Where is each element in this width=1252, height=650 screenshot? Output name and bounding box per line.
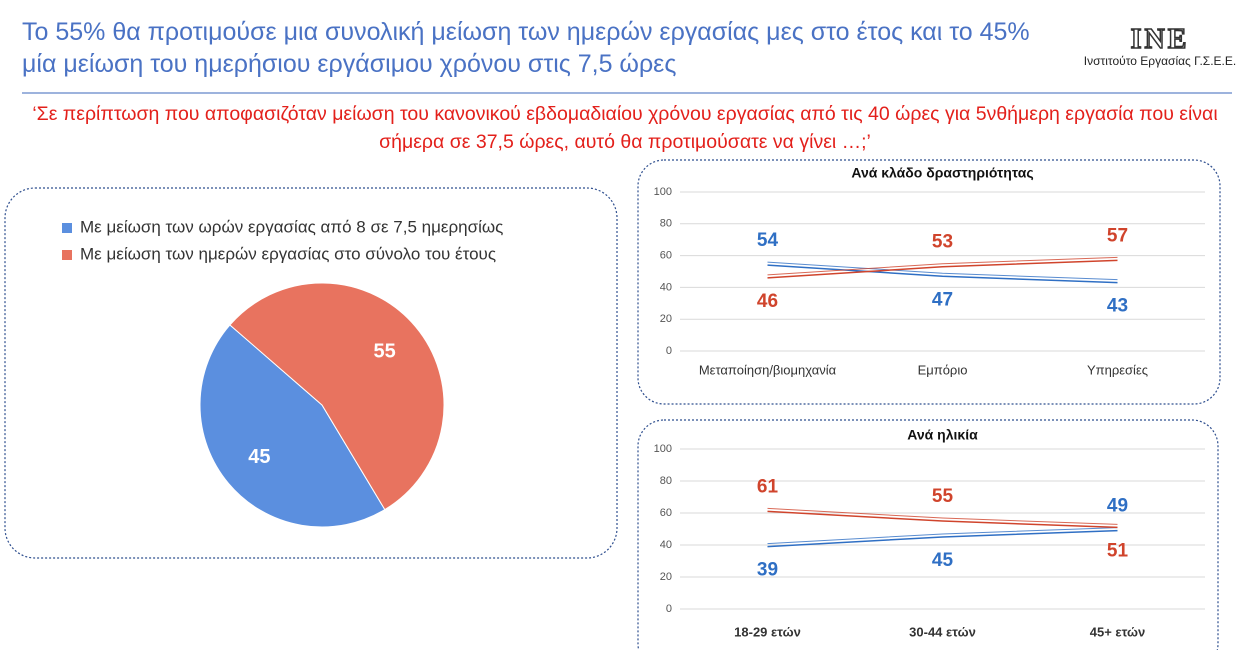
legend-label: Με μείωση των ωρών εργασίας από 8 σε 7,5… [80,217,503,236]
data-label: 47 [932,289,953,310]
series-line [767,264,1118,284]
x-tick-label: 30-44 ετών [909,624,976,639]
logo: INE Ινστιτούτο Εργασίας Γ.Σ.Ε.Ε. [1080,24,1240,68]
x-tick-label: Μεταποίηση/βιομηχανία [699,362,837,377]
slide-title: Το 55% θα προτιμούσε μια συνολική μείωση… [22,18,1030,78]
line-shadow [767,261,1118,281]
chart-title: Ανά ηλικία [907,427,978,443]
line-shadow [767,507,1118,525]
legend-label: Με μείωση των ημερών εργασίας στο σύνολο… [80,244,496,263]
series-line [767,510,1118,529]
logo-mark: INE [1130,24,1190,55]
y-tick-label: 80 [660,218,672,230]
data-label: 43 [1107,296,1128,317]
pie-slice [229,282,445,511]
y-tick-label: 100 [654,186,672,198]
data-label: 57 [1107,225,1128,246]
y-tick-label: 100 [654,443,672,455]
y-tick-label: 60 [660,507,672,519]
y-tick-label: 40 [660,539,672,551]
data-label: 45 [248,446,270,468]
y-tick-label: 60 [660,250,672,262]
data-label: 51 [1107,540,1129,561]
chart-title: Ανά κλάδο δραστηριότητας [851,165,1033,181]
organization: Ινστιτούτο Εργασίας Γ.Σ.Ε.Ε. [1083,54,1237,68]
x-tick-label: 18-29 ετών [734,624,801,639]
y-tick-label: 40 [660,281,672,293]
x-tick-label: Υπηρεσίες [1087,362,1148,377]
y-tick-label: 20 [660,571,672,583]
series-line [767,259,1118,279]
data-label: 54 [757,230,779,251]
x-tick-label: Εμπόριο [918,362,968,377]
data-label: 55 [932,486,954,507]
panel [637,159,1221,405]
divider [22,92,1232,94]
y-tick-label: 0 [666,345,672,357]
panel [637,419,1219,650]
data-label: 53 [932,232,953,253]
pie-slice [199,324,386,528]
legend-swatch [62,223,72,233]
data-label: 46 [757,291,778,312]
line-shadow [767,527,1118,545]
series-line [767,529,1118,548]
y-tick-label: 20 [660,313,672,325]
data-label: 45 [932,550,954,571]
y-tick-label: 0 [666,603,672,615]
panel [4,187,618,559]
line-shadow [767,256,1118,276]
question: ‘Σε περίπτωση που αποφασιζόταν μείωση το… [32,103,1218,153]
data-label: 55 [373,341,395,363]
legend-swatch [62,250,72,260]
data-label: 61 [757,476,779,497]
data-label: 49 [1107,496,1128,517]
y-tick-label: 80 [660,475,672,487]
x-tick-label: 45+ ετών [1090,624,1146,639]
data-label: 39 [757,560,778,581]
